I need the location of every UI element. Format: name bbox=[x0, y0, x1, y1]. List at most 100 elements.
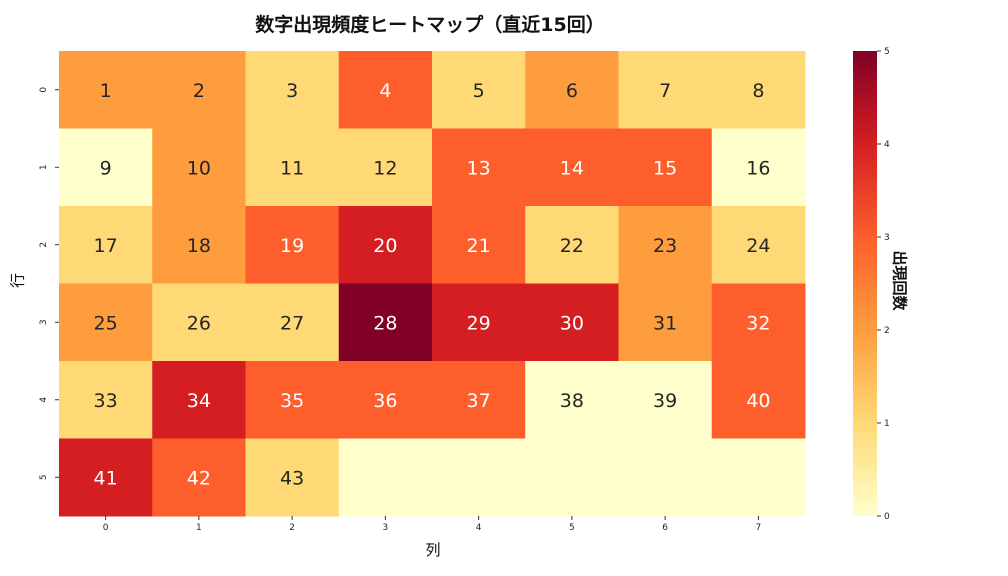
heatmap-cell bbox=[245, 361, 340, 439]
cell-label: 43 bbox=[280, 467, 304, 489]
cell-label: 9 bbox=[100, 157, 112, 179]
cell-label: 18 bbox=[187, 235, 211, 257]
cell-label: 16 bbox=[746, 157, 770, 179]
heatmap-cell bbox=[245, 51, 340, 129]
heatmap-cell bbox=[59, 361, 153, 439]
cell-label: 10 bbox=[187, 157, 211, 179]
heatmap-cell bbox=[432, 128, 526, 207]
heatmap-cell bbox=[152, 438, 246, 517]
cell-label: 4 bbox=[379, 80, 391, 102]
cell-label: 2 bbox=[193, 80, 205, 102]
heatmap-cell bbox=[618, 361, 713, 439]
cell-label: 19 bbox=[280, 235, 304, 257]
cell-label: 12 bbox=[373, 157, 397, 179]
cell-label: 5 bbox=[473, 80, 485, 102]
y-axis-label: 行 bbox=[8, 273, 27, 289]
cell-label: 28 bbox=[373, 312, 397, 334]
x-tick-label: 1 bbox=[196, 523, 202, 533]
heatmap-cell bbox=[525, 361, 619, 439]
heatmap-cell bbox=[338, 206, 433, 284]
cell-label: 38 bbox=[560, 390, 584, 412]
colorbar-tick-label: 2 bbox=[884, 326, 890, 336]
cell-label: 27 bbox=[280, 312, 304, 334]
colorbar-tick-label: 4 bbox=[884, 140, 890, 150]
heatmap-cell bbox=[245, 438, 340, 517]
heatmap-cell bbox=[59, 51, 153, 129]
heatmap-cell bbox=[525, 128, 619, 207]
y-tick-label: 3 bbox=[39, 319, 49, 325]
cell-label: 7 bbox=[659, 80, 671, 102]
heatmap-cell bbox=[59, 128, 153, 207]
cell-label: 3 bbox=[286, 80, 298, 102]
x-tick-label: 2 bbox=[289, 523, 295, 533]
heatmap-cell bbox=[525, 51, 619, 129]
heatmap-cell bbox=[618, 438, 713, 517]
cell-label: 35 bbox=[280, 390, 304, 412]
cell-label: 8 bbox=[752, 80, 764, 102]
x-tick-label: 5 bbox=[569, 523, 575, 533]
y-tick-label: 4 bbox=[39, 397, 49, 403]
heatmap-cell bbox=[59, 283, 153, 362]
heatmap-cell bbox=[338, 438, 433, 517]
heatmap-cell bbox=[618, 206, 713, 284]
heatmap-cell bbox=[338, 361, 433, 439]
cell-label: 29 bbox=[467, 312, 491, 334]
cell-label: 30 bbox=[560, 312, 584, 334]
heatmap-cell bbox=[432, 51, 526, 129]
cell-label: 21 bbox=[467, 235, 491, 257]
cell-label: 23 bbox=[653, 235, 677, 257]
cell-label: 6 bbox=[566, 80, 578, 102]
cell-label: 31 bbox=[653, 312, 677, 334]
colorbar-tick-label: 3 bbox=[884, 233, 890, 243]
cell-label: 1 bbox=[100, 80, 112, 102]
y-tick-label: 0 bbox=[39, 87, 49, 93]
heatmap-cell bbox=[711, 438, 806, 517]
cell-label: 17 bbox=[94, 235, 118, 257]
cell-label: 11 bbox=[280, 157, 304, 179]
heatmap-cell bbox=[59, 206, 153, 284]
cell-label: 26 bbox=[187, 312, 211, 334]
cell-label: 32 bbox=[746, 312, 770, 334]
cell-label: 13 bbox=[467, 157, 491, 179]
x-axis-label: 列 bbox=[425, 541, 441, 559]
heatmap-cell bbox=[152, 128, 246, 207]
cell-label: 40 bbox=[746, 390, 770, 412]
heatmap-cell bbox=[618, 283, 713, 362]
x-tick-label: 6 bbox=[662, 523, 668, 533]
heatmap-cell bbox=[618, 51, 713, 129]
heatmap-cell bbox=[152, 51, 246, 129]
cell-label: 42 bbox=[187, 467, 211, 489]
cell-label: 22 bbox=[560, 235, 584, 257]
heatmap-cell bbox=[152, 283, 246, 362]
heatmap-cell bbox=[152, 206, 246, 284]
heatmap-cell bbox=[338, 51, 433, 129]
cell-label: 24 bbox=[746, 235, 770, 257]
heatmap-cell bbox=[711, 361, 806, 439]
heatmap-cell bbox=[432, 361, 526, 439]
y-tick-label: 2 bbox=[39, 242, 49, 248]
heatmap-cell bbox=[338, 283, 433, 362]
x-tick-label: 7 bbox=[756, 523, 762, 533]
heatmap-cell bbox=[525, 438, 619, 517]
heatmap-cell bbox=[245, 206, 340, 284]
cell-label: 36 bbox=[373, 390, 397, 412]
cell-label: 33 bbox=[94, 390, 118, 412]
heatmap-cell bbox=[245, 128, 340, 207]
heatmap-cell bbox=[711, 283, 806, 362]
colorbar-tick-label: 5 bbox=[884, 47, 890, 57]
cell-label: 37 bbox=[467, 390, 491, 412]
heatmap-cell bbox=[711, 206, 806, 284]
heatmap-cell bbox=[245, 283, 340, 362]
heatmap-cell bbox=[618, 128, 713, 207]
cell-label: 34 bbox=[187, 390, 211, 412]
x-tick-label: 4 bbox=[476, 523, 482, 533]
colorbar-label: 出現回数 bbox=[890, 250, 909, 311]
heatmap-cell bbox=[432, 438, 526, 517]
cell-label: 14 bbox=[560, 157, 584, 179]
y-tick-label: 1 bbox=[39, 164, 49, 170]
heatmap-cell bbox=[59, 438, 153, 517]
heatmap-cell bbox=[525, 283, 619, 362]
heatmap-cell bbox=[711, 51, 806, 129]
heatmap-cell bbox=[432, 206, 526, 284]
